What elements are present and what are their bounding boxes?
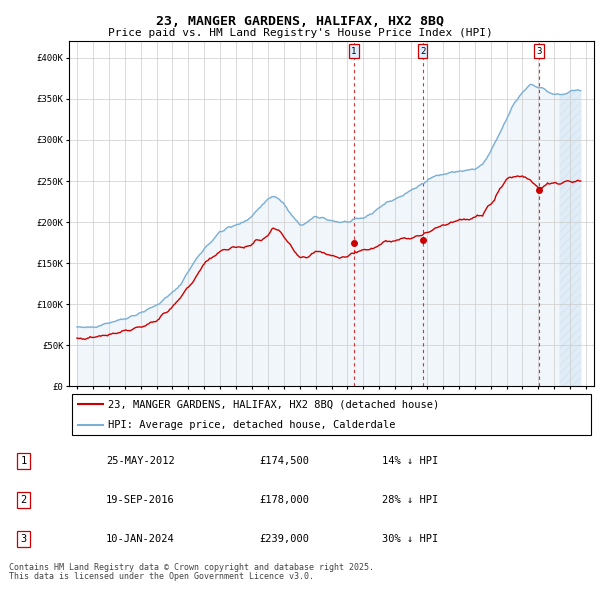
Text: 1: 1 <box>20 456 27 466</box>
FancyBboxPatch shape <box>71 394 592 435</box>
Text: 3: 3 <box>20 534 27 544</box>
Text: £174,500: £174,500 <box>259 456 309 466</box>
Text: 14% ↓ HPI: 14% ↓ HPI <box>382 456 439 466</box>
Text: 30% ↓ HPI: 30% ↓ HPI <box>382 534 439 544</box>
Text: 25-MAY-2012: 25-MAY-2012 <box>106 456 175 466</box>
Text: Contains HM Land Registry data © Crown copyright and database right 2025.: Contains HM Land Registry data © Crown c… <box>9 563 374 572</box>
Text: 1: 1 <box>351 47 356 55</box>
Text: 3: 3 <box>536 47 541 55</box>
Text: 23, MANGER GARDENS, HALIFAX, HX2 8BQ (detached house): 23, MANGER GARDENS, HALIFAX, HX2 8BQ (de… <box>109 399 440 409</box>
Text: HPI: Average price, detached house, Calderdale: HPI: Average price, detached house, Cald… <box>109 419 396 430</box>
Text: 2: 2 <box>20 495 27 505</box>
Text: 23, MANGER GARDENS, HALIFAX, HX2 8BQ: 23, MANGER GARDENS, HALIFAX, HX2 8BQ <box>156 15 444 28</box>
Text: 19-SEP-2016: 19-SEP-2016 <box>106 495 175 505</box>
Text: 2: 2 <box>420 47 425 55</box>
Text: This data is licensed under the Open Government Licence v3.0.: This data is licensed under the Open Gov… <box>9 572 314 581</box>
Text: 28% ↓ HPI: 28% ↓ HPI <box>382 495 439 505</box>
Text: Price paid vs. HM Land Registry's House Price Index (HPI): Price paid vs. HM Land Registry's House … <box>107 28 493 38</box>
Text: £239,000: £239,000 <box>259 534 309 544</box>
Text: £178,000: £178,000 <box>259 495 309 505</box>
Text: 10-JAN-2024: 10-JAN-2024 <box>106 534 175 544</box>
